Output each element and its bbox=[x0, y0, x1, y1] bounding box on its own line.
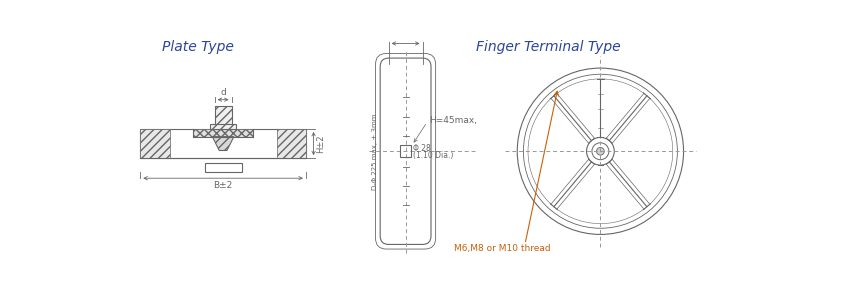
Text: H=45max,: H=45max, bbox=[429, 116, 477, 125]
Polygon shape bbox=[210, 124, 236, 129]
Text: D-Φ 225 max, + 3mm: D-Φ 225 max, + 3mm bbox=[372, 113, 377, 190]
Polygon shape bbox=[140, 129, 169, 158]
Text: H±2: H±2 bbox=[316, 134, 325, 153]
Text: Plate Type: Plate Type bbox=[162, 41, 234, 54]
Polygon shape bbox=[212, 136, 234, 150]
Circle shape bbox=[597, 148, 604, 155]
Text: (1.10 Dia.): (1.10 Dia.) bbox=[413, 151, 454, 160]
Text: Finger Terminal Type: Finger Terminal Type bbox=[476, 41, 621, 54]
Text: B±2: B±2 bbox=[213, 181, 233, 190]
Polygon shape bbox=[193, 129, 253, 136]
Text: d: d bbox=[220, 88, 226, 97]
Text: Φ 28: Φ 28 bbox=[413, 144, 431, 153]
Text: M6,M8 or M10 thread: M6,M8 or M10 thread bbox=[454, 244, 550, 253]
Polygon shape bbox=[215, 106, 232, 129]
Polygon shape bbox=[276, 129, 306, 158]
